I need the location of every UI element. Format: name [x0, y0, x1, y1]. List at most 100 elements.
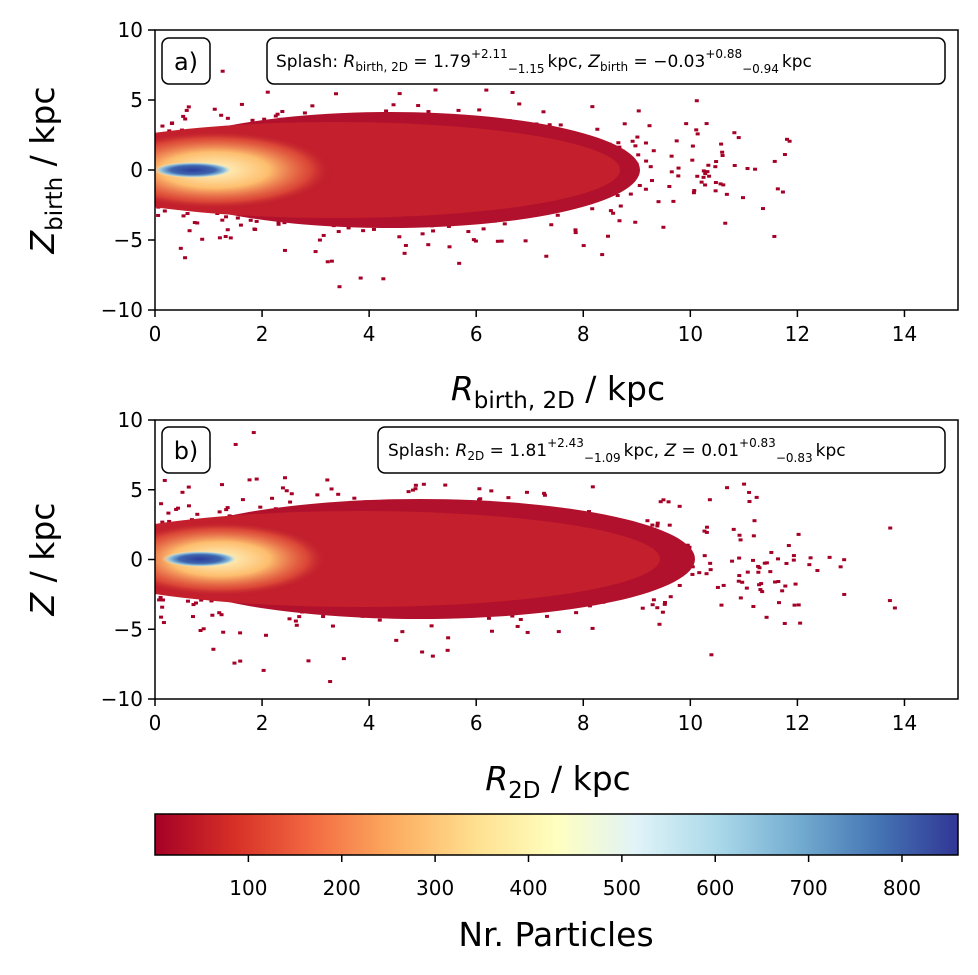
histogram-bin	[637, 184, 642, 188]
histogram-bin	[456, 108, 461, 112]
histogram-bin	[690, 572, 695, 576]
colorbar-tick-label: 700	[790, 876, 828, 900]
histogram-bin	[161, 598, 166, 602]
colorbar-gradient	[154, 813, 959, 856]
panel-b: 0 2 4 6 8 10 12 14 −10 −5 0 5 10 b) Splash: R2D = 1…	[23, 408, 959, 804]
histogram-bin	[186, 504, 191, 508]
histogram-bin	[737, 533, 742, 537]
histogram-bin	[486, 616, 491, 620]
histogram-bin	[297, 615, 302, 619]
histogram-bin	[643, 141, 648, 145]
panel-label-box-a: a)	[161, 37, 211, 85]
histogram-bin	[518, 618, 523, 622]
histogram-bin	[219, 113, 224, 117]
histogram-bin	[645, 519, 650, 523]
histogram-bin	[167, 519, 172, 523]
histogram-bin	[701, 175, 706, 179]
x-tick-label: 2	[256, 322, 269, 346]
histogram-bin	[744, 586, 749, 590]
histogram-bin	[777, 601, 782, 605]
histogram-bin	[293, 619, 298, 623]
histogram-bin	[443, 483, 448, 487]
histogram-bin	[334, 92, 339, 96]
histogram-bin	[199, 598, 204, 602]
histogram-bin	[542, 491, 547, 495]
histogram-bin	[690, 565, 695, 569]
histogram-bin	[704, 530, 709, 534]
histogram-bin	[628, 192, 633, 196]
histogram-bin	[381, 277, 386, 281]
histogram-bin	[162, 478, 167, 482]
histogram-bin	[605, 234, 610, 238]
histogram-bin	[636, 109, 641, 113]
histogram-bin	[697, 571, 702, 575]
histogram-bin	[573, 231, 578, 235]
histogram-bin	[239, 102, 244, 106]
histogram-bin	[721, 583, 726, 587]
histogram-bin	[838, 565, 843, 569]
annotation-text-a: Splash: Rbirth, 2D = 1.79+2.11−1.15 kpc, …	[276, 47, 812, 76]
histogram-bin	[219, 483, 224, 487]
histogram-bin	[371, 227, 376, 231]
histogram-bin	[695, 174, 700, 178]
histogram-bin	[617, 219, 622, 223]
histogram-bin	[185, 212, 190, 216]
x-tick-label: 14	[892, 322, 917, 346]
histogram-bin	[254, 477, 259, 481]
density-core-a	[155, 162, 233, 178]
histogram-bin	[262, 117, 267, 121]
histogram-bin	[633, 220, 638, 224]
histogram-bin	[247, 478, 252, 482]
histogram-bin	[166, 511, 171, 515]
histogram-bin	[742, 482, 747, 486]
colorbar-tick-label: 400	[509, 876, 547, 900]
histogram-bin	[523, 239, 528, 243]
histogram-bin	[723, 221, 728, 225]
histogram-bin	[481, 227, 486, 231]
histogram-bin	[433, 88, 438, 92]
x-tick-label: 12	[785, 322, 810, 346]
histogram-bin	[420, 650, 425, 654]
histogram-bin	[842, 558, 847, 562]
histogram-bin	[787, 139, 792, 143]
histogram-bin	[650, 179, 655, 183]
histogram-bin	[377, 618, 382, 622]
histogram-bin	[280, 486, 285, 490]
histogram-bin	[280, 110, 285, 114]
histogram-bin	[209, 599, 214, 603]
annotation-a: Splash: Rbirth, 2D = 1.79+2.11−1.15 kpc, …	[266, 37, 946, 85]
histogram-bin	[217, 236, 222, 240]
y-tick-label: −10	[101, 298, 143, 322]
y-tick-label: 0	[130, 158, 143, 182]
panel-label-a: a)	[174, 48, 198, 76]
histogram-bin	[759, 582, 764, 586]
histogram-bin	[798, 621, 803, 625]
histogram-bin	[667, 184, 672, 188]
histogram-bin	[174, 507, 179, 511]
histogram-bin	[484, 88, 489, 92]
histogram-bin	[181, 114, 186, 118]
histogram-bin	[720, 153, 725, 157]
histogram-bin	[738, 538, 743, 542]
colorbar-tick-label: 100	[229, 876, 267, 900]
histogram-bin	[336, 230, 341, 234]
histogram-bin	[195, 221, 200, 225]
histogram-bin	[695, 132, 700, 136]
histogram-bin	[758, 588, 763, 592]
histogram-bin	[321, 615, 326, 619]
histogram-bin	[510, 90, 515, 94]
density-glow-b	[155, 521, 330, 597]
histogram-bin	[336, 492, 341, 496]
histogram-bin	[198, 629, 203, 633]
histogram-bin	[160, 124, 165, 128]
annotation-b: Splash: R2D = 1.81+2.43−1.09 kpc, Z = 0.0…	[377, 426, 946, 474]
histogram-bin	[352, 496, 357, 500]
histogram-bin	[671, 199, 676, 203]
x-tick-label: 6	[470, 322, 483, 346]
histogram-bin	[694, 128, 699, 132]
histogram-bin	[842, 592, 847, 596]
panel-a: 0 2 4 6 8 10 12 14 −10 −5 0 5 10 a) Splash: Rbirth,…	[23, 18, 959, 414]
histogram-bin	[446, 224, 451, 228]
histogram-bin	[225, 506, 230, 510]
